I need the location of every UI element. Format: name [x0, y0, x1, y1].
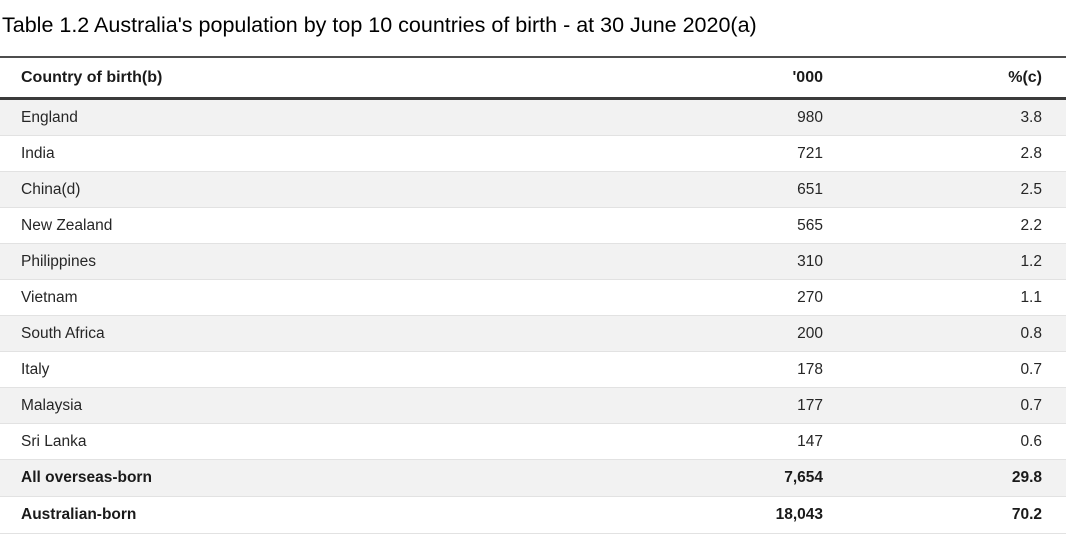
table-body: England 980 3.8 India 721 2.8 China(d) 6…	[0, 98, 1066, 534]
table-header: Country of birth(b) '000 %(c)	[0, 56, 1066, 100]
table-row: Vietnam 270 1.1	[0, 279, 1066, 316]
table-row: New Zealand 565 2.2	[0, 207, 1066, 244]
percent-cell: 1.2	[823, 243, 1066, 280]
thousands-cell: 721	[663, 135, 823, 172]
header-row: Country of birth(b) '000 %(c)	[0, 56, 1066, 100]
column-header-country: Country of birth(b)	[0, 56, 663, 100]
thousands-cell: 147	[663, 423, 823, 460]
table-row: India 721 2.8	[0, 135, 1066, 172]
thousands-cell: 178	[663, 351, 823, 388]
country-cell: Vietnam	[0, 279, 663, 316]
country-cell: India	[0, 135, 663, 172]
column-header-thousands: '000	[663, 56, 823, 100]
country-cell: China(d)	[0, 171, 663, 208]
table-row: Philippines 310 1.2	[0, 243, 1066, 280]
percent-cell: 70.2	[823, 496, 1066, 534]
percent-cell: 0.7	[823, 387, 1066, 424]
thousands-cell: 565	[663, 207, 823, 244]
country-cell: Philippines	[0, 243, 663, 280]
table-row: South Africa 200 0.8	[0, 315, 1066, 352]
country-cell: Italy	[0, 351, 663, 388]
table-title: Table 1.2 Australia's population by top …	[2, 13, 757, 37]
percent-cell: 2.2	[823, 207, 1066, 244]
percent-cell: 29.8	[823, 459, 1066, 497]
column-header-percent: %(c)	[823, 56, 1066, 100]
country-cell: England	[0, 98, 663, 136]
thousands-cell: 270	[663, 279, 823, 316]
thousands-cell: 200	[663, 315, 823, 352]
country-cell: New Zealand	[0, 207, 663, 244]
country-cell: South Africa	[0, 315, 663, 352]
percent-cell: 0.7	[823, 351, 1066, 388]
thousands-cell: 310	[663, 243, 823, 280]
thousands-cell: 651	[663, 171, 823, 208]
percent-cell: 0.8	[823, 315, 1066, 352]
country-cell: Malaysia	[0, 387, 663, 424]
population-table: Country of birth(b) '000 %(c) England 98…	[0, 56, 1066, 534]
country-cell: Australian-born	[0, 496, 663, 534]
table-row: Sri Lanka 147 0.6	[0, 423, 1066, 460]
thousands-cell: 7,654	[663, 459, 823, 497]
percent-cell: 1.1	[823, 279, 1066, 316]
country-cell: All overseas-born	[0, 459, 663, 497]
percent-cell: 2.8	[823, 135, 1066, 172]
percent-cell: 0.6	[823, 423, 1066, 460]
country-cell: Sri Lanka	[0, 423, 663, 460]
percent-cell: 2.5	[823, 171, 1066, 208]
table-row: China(d) 651 2.5	[0, 171, 1066, 208]
table-row: Italy 178 0.7	[0, 351, 1066, 388]
table-row: Malaysia 177 0.7	[0, 387, 1066, 424]
percent-cell: 3.8	[823, 98, 1066, 136]
table-row: England 980 3.8	[0, 98, 1066, 136]
thousands-cell: 177	[663, 387, 823, 424]
thousands-cell: 18,043	[663, 496, 823, 534]
table-row-all-overseas-born: All overseas-born 7,654 29.8	[0, 459, 1066, 497]
thousands-cell: 980	[663, 98, 823, 136]
table-row-australian-born: Australian-born 18,043 70.2	[0, 496, 1066, 534]
